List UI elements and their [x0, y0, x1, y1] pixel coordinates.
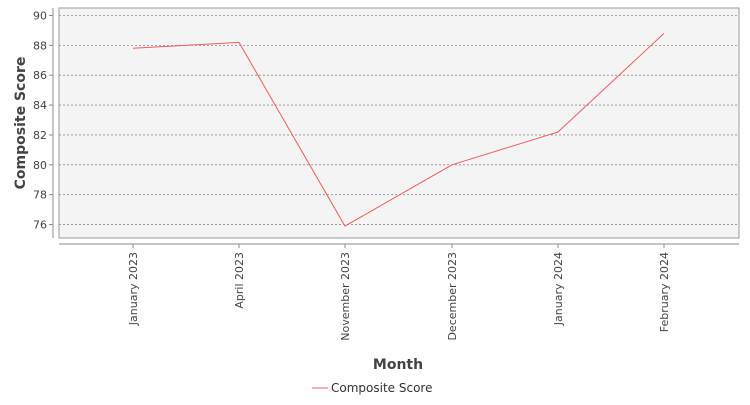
series-layer: [132, 33, 665, 227]
y-axis-title: Composite Score: [13, 57, 29, 190]
y-axis: 76 78 80 82 84 86 88 90: [33, 8, 54, 238]
y-tick-label: 86: [33, 69, 47, 82]
x-tick-label: April 2023: [233, 252, 246, 309]
legend-label: Composite Score: [331, 381, 432, 395]
y-tick-label: 90: [33, 9, 47, 22]
x-axis: January 2023 April 2023 November 2023 Decem…: [59, 243, 739, 341]
y-tick-label: 80: [33, 159, 47, 172]
x-tick-label: January 2024: [552, 252, 565, 326]
y-tick-label: 82: [33, 129, 47, 142]
x-tick-label: February 2024: [658, 252, 671, 332]
x-tick-label: November 2023: [339, 252, 352, 341]
x-tick-label: December 2023: [446, 252, 459, 341]
series-line-composite-score: [132, 33, 665, 227]
x-axis-title: Month: [373, 357, 423, 373]
legend: Composite Score: [312, 381, 432, 395]
plot-area: [58, 7, 740, 239]
y-tick-label: 84: [33, 99, 47, 112]
y-tick-label: 76: [33, 219, 47, 232]
y-tick-label: 88: [33, 39, 47, 52]
y-tick-label: 78: [33, 189, 47, 202]
x-tick-label: January 2023: [127, 252, 140, 326]
